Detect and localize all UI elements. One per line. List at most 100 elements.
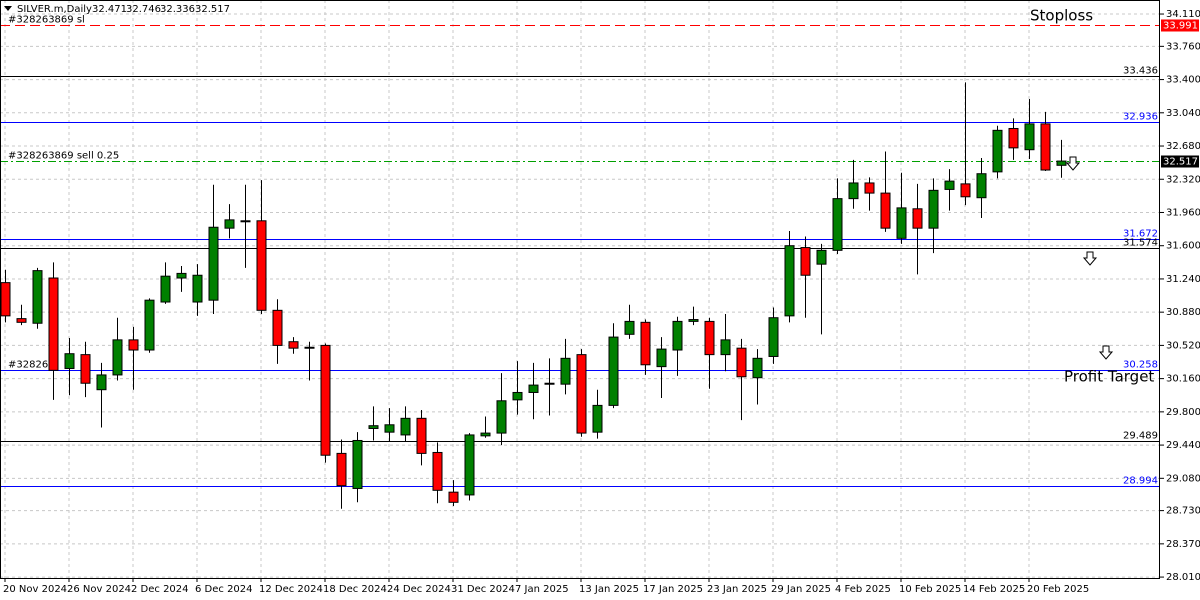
- annotation: Profit Target: [1064, 368, 1154, 386]
- candle-body: [320, 344, 331, 456]
- y-tick-label: 30.160: [1166, 374, 1200, 385]
- candle-body: [160, 275, 171, 303]
- candle-body: [176, 272, 187, 279]
- price-label-box: [1161, 155, 1199, 168]
- level-label: 29.489: [1123, 431, 1158, 442]
- x-tick-label: 17 Jan 2025: [643, 584, 703, 595]
- candle-body: [336, 452, 347, 487]
- y-tick-label: 29.080: [1166, 473, 1200, 484]
- candle-body: [896, 207, 907, 239]
- candle-body: [0, 282, 11, 317]
- candle-body: [816, 249, 827, 265]
- candle-body: [48, 277, 59, 371]
- candle-body: [976, 173, 987, 199]
- candle-body: [688, 319, 699, 322]
- candle-body: [432, 451, 443, 491]
- y-tick-label: 34.110: [1166, 9, 1200, 20]
- x-tick-label: 4 Feb 2025: [835, 584, 891, 595]
- candle-body: [912, 208, 923, 229]
- candle-body: [704, 320, 715, 356]
- candle-body: [528, 384, 539, 393]
- order-tag: #328263869 sl: [8, 15, 85, 26]
- y-tick-label: 30.520: [1166, 340, 1200, 351]
- x-tick-label: 29 Jan 2025: [771, 584, 831, 595]
- y-tick-label: 31.960: [1166, 207, 1200, 218]
- x-tick-label: 20 Feb 2025: [1027, 584, 1089, 595]
- y-tick-label: 33.040: [1166, 108, 1200, 119]
- candle-body: [256, 220, 267, 311]
- candle-body: [16, 318, 27, 323]
- candle-body: [1056, 160, 1067, 166]
- y-tick-label: 32.320: [1166, 174, 1200, 185]
- header-close: 32.517: [195, 4, 230, 15]
- candle-body: [864, 182, 875, 194]
- y-tick-label: 32.680: [1166, 141, 1200, 152]
- x-tick-label: 18 Dec 2024: [323, 584, 387, 595]
- candle-body: [1024, 123, 1035, 151]
- level-label: 33.436: [1123, 66, 1158, 77]
- candle-body: [960, 183, 971, 198]
- x-tick-label: 13 Jan 2025: [579, 584, 639, 595]
- candle-body: [784, 245, 795, 317]
- header-open: 32.471: [92, 4, 127, 15]
- y-tick-label: 31.240: [1166, 274, 1200, 285]
- candles-layer: [0, 82, 1067, 509]
- candle-body: [944, 180, 955, 190]
- level-label: 30.258: [1123, 360, 1158, 371]
- sell-arrow: [1065, 156, 1081, 171]
- sell-arrow: [1082, 251, 1098, 266]
- candle-body: [1008, 127, 1019, 149]
- level-label: 31.672: [1123, 229, 1158, 240]
- candle-body: [800, 247, 811, 276]
- candle-body: [752, 357, 763, 379]
- y-tick-label: 29.440: [1166, 440, 1200, 451]
- x-tick-label: 31 Dec 2024: [451, 584, 515, 595]
- y-tick-label: 29.800: [1166, 407, 1200, 418]
- candle-body: [624, 320, 635, 335]
- candle-body: [352, 439, 363, 489]
- x-tick-label: 23 Jan 2025: [707, 584, 767, 595]
- candle-body: [112, 339, 123, 376]
- candle-body: [560, 357, 571, 385]
- candle-body: [992, 129, 1003, 173]
- collapse-triangle[interactable]: [4, 6, 12, 11]
- candle-body: [416, 417, 427, 454]
- y-tick-label: 28.730: [1166, 506, 1200, 517]
- candle-body: [400, 417, 411, 436]
- candle-body: [272, 309, 283, 346]
- x-tick-label: 10 Feb 2025: [899, 584, 961, 595]
- y-tick-label: 28.010: [1166, 572, 1200, 583]
- price-label: 33.991: [1163, 21, 1198, 32]
- header-high: 32.746: [126, 4, 161, 15]
- candle-body: [32, 270, 43, 324]
- candle-body: [640, 321, 651, 366]
- candle-body: [128, 339, 139, 351]
- candle-body: [656, 348, 667, 368]
- level-label: 31.574: [1123, 238, 1158, 249]
- candle-body: [240, 220, 251, 223]
- candle-body: [768, 317, 779, 357]
- candle-body: [144, 299, 155, 351]
- candle-body: [192, 274, 203, 303]
- candle-body: [1040, 123, 1051, 171]
- x-tick-label: 24 Dec 2024: [387, 584, 451, 595]
- candle-body: [880, 192, 891, 229]
- candle-body: [736, 347, 747, 378]
- candle-body: [208, 226, 219, 301]
- x-tick-label: 20 Nov 2024: [3, 584, 67, 595]
- candle-body: [64, 353, 75, 369]
- candle-body: [608, 336, 619, 406]
- candle-body: [576, 354, 587, 434]
- x-tick-label: 2 Dec 2024: [131, 584, 189, 595]
- x-tick-label: 12 Dec 2024: [259, 584, 323, 595]
- candle-body: [848, 182, 859, 200]
- candle-body: [464, 434, 475, 496]
- candle-body: [496, 400, 507, 434]
- level-label: 28.994: [1123, 476, 1158, 487]
- order-tag: #328263: [8, 360, 55, 371]
- candle-body: [384, 424, 395, 433]
- chart-title: SILVER.m,Daily: [17, 4, 92, 15]
- price-label: 32.517: [1163, 157, 1198, 168]
- candle-body: [544, 382, 555, 385]
